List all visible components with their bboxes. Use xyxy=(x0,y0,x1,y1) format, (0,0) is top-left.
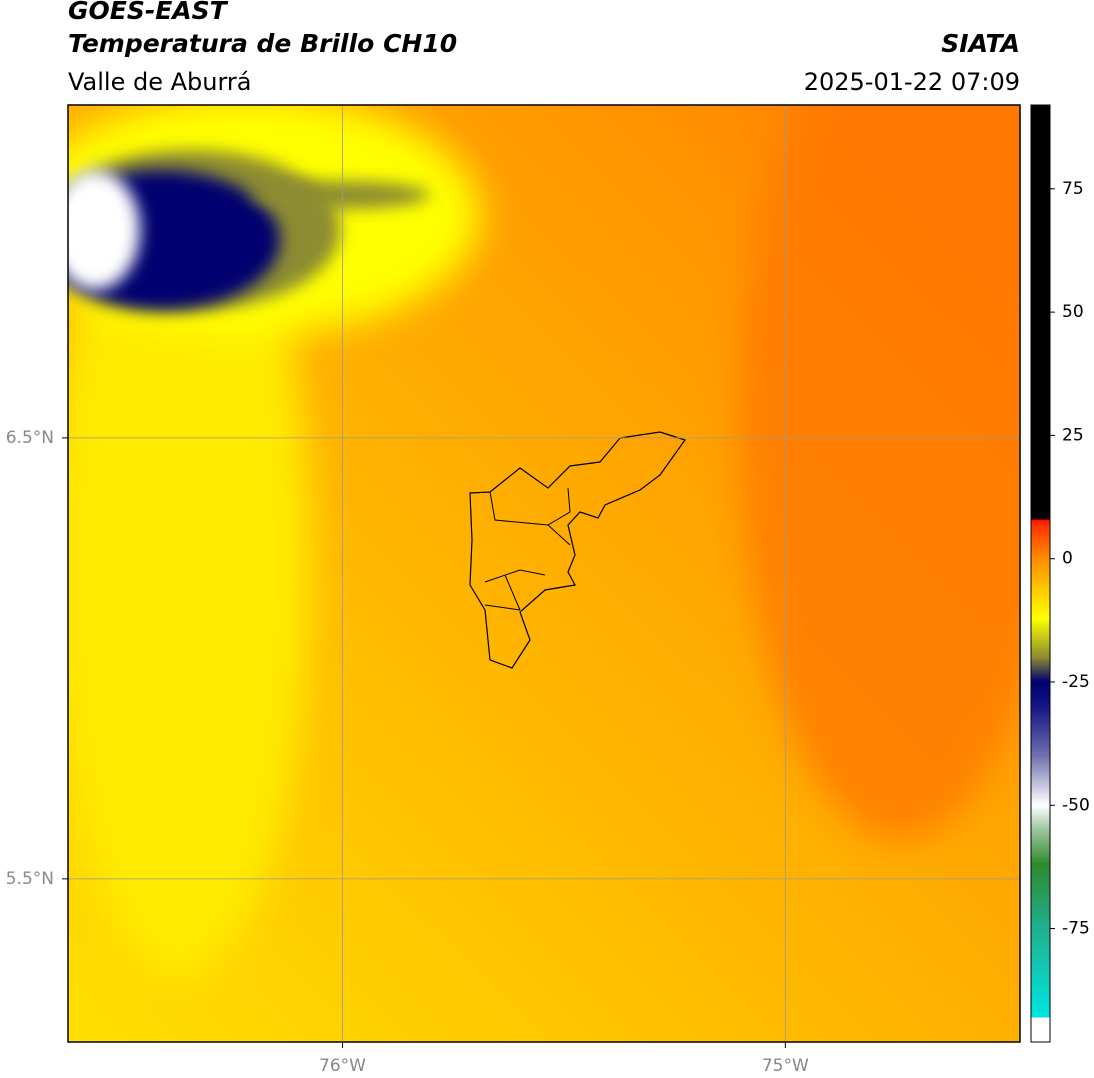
colorbar-tick-label: 75 xyxy=(1062,179,1084,199)
colorbar-tick-label: 50 xyxy=(1062,302,1084,322)
colorbar-tick-label: 0 xyxy=(1062,549,1073,569)
x-tick-label: 76°W xyxy=(319,1056,366,1076)
map-frame xyxy=(67,104,1021,1043)
y-tick-label: 5.5°N xyxy=(6,869,54,889)
cloud-streak xyxy=(250,181,430,209)
satellite: GOES-EAST xyxy=(68,0,229,25)
municipality-lines xyxy=(484,487,571,611)
x-tick-label: 75°W xyxy=(762,1056,809,1076)
datetime: 2025-01-22 07:09 xyxy=(804,68,1020,96)
cool-region xyxy=(68,140,310,980)
colorbar-tick-label: -25 xyxy=(1062,672,1090,692)
colorbar-tick-label: -75 xyxy=(1062,919,1090,939)
map-image xyxy=(68,105,1020,1042)
product: Temperatura de Brillo CH10 xyxy=(68,29,457,58)
region: Valle de Aburrá xyxy=(68,68,252,96)
colorbar-tick-label: 25 xyxy=(1062,425,1084,445)
source: SIATA xyxy=(941,29,1020,58)
cloud-top xyxy=(68,170,140,290)
warm-region xyxy=(740,105,1020,840)
colorbar-tick-label: -50 xyxy=(1062,795,1090,815)
y-tick-label: 6.5°N xyxy=(6,428,54,448)
colorbar xyxy=(1030,104,1051,1043)
valley-boundary xyxy=(469,431,686,669)
